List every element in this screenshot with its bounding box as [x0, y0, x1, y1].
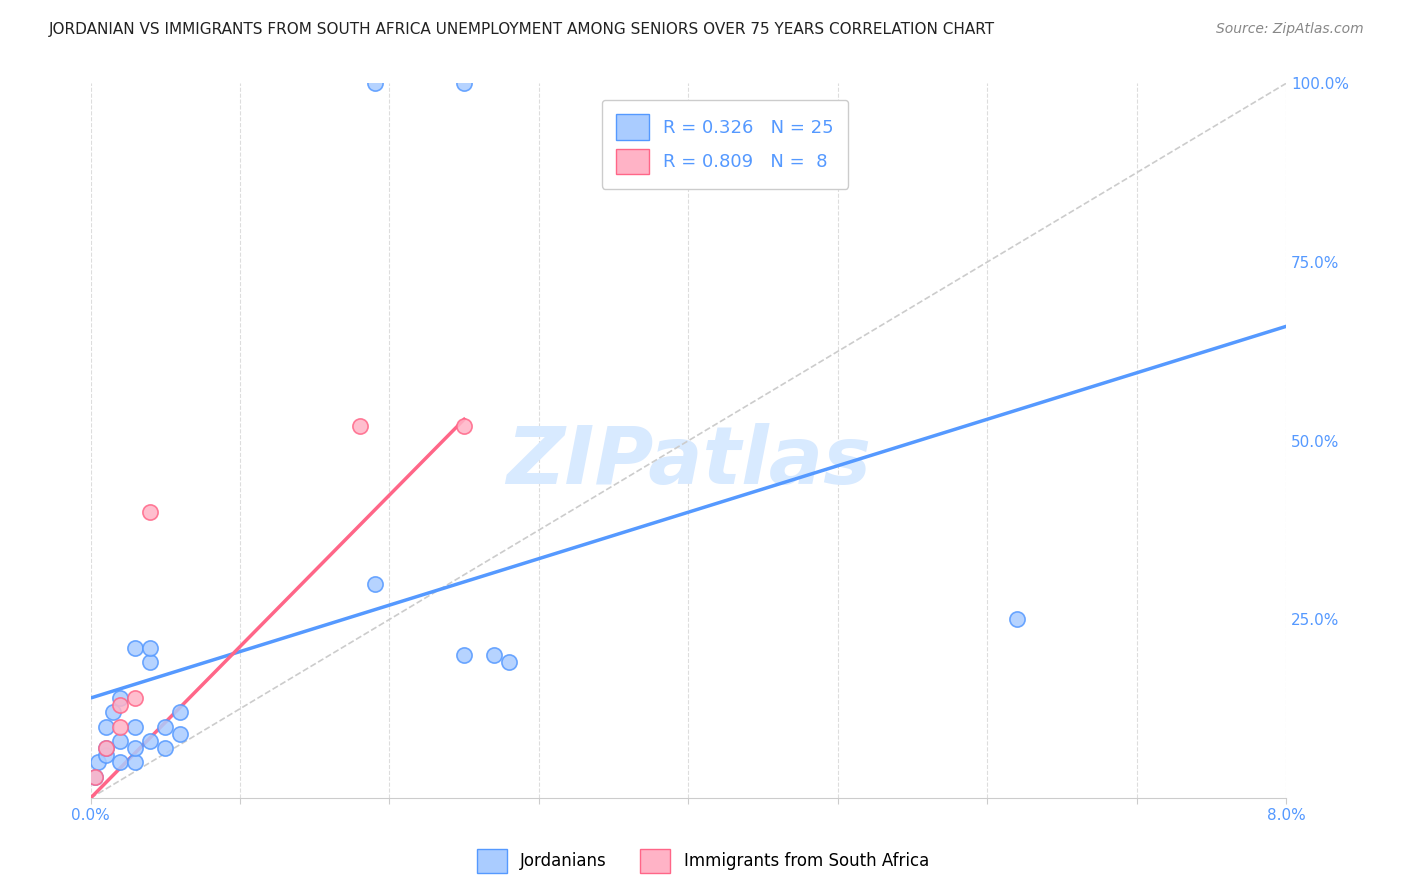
Point [349, 419, 371, 434]
Point [110, 734, 132, 748]
Point [124, 720, 146, 734]
Legend: R = 0.326   N = 25, R = 0.809   N =  8: R = 0.326 N = 25, R = 0.809 N = 8 [602, 100, 848, 188]
Point [110, 720, 132, 734]
Point [124, 691, 146, 706]
Point [94, 748, 117, 763]
Point [94, 741, 117, 756]
Point [87, 756, 110, 770]
Point [498, 655, 520, 669]
Point [124, 640, 146, 655]
Point [169, 706, 191, 720]
Point [84, 770, 107, 784]
Point [94, 741, 117, 756]
Point [1005, 612, 1028, 626]
Point [110, 698, 132, 713]
Point [124, 756, 146, 770]
Point [482, 648, 505, 662]
Point [453, 77, 475, 91]
Point [110, 691, 132, 706]
Point [139, 655, 162, 669]
Point [94, 720, 117, 734]
Point [363, 77, 385, 91]
Point [101, 706, 124, 720]
Legend: Jordanians, Immigrants from South Africa: Jordanians, Immigrants from South Africa [471, 842, 935, 880]
Point [139, 734, 162, 748]
Point [84, 770, 107, 784]
Text: ZIPatlas: ZIPatlas [506, 423, 870, 501]
Point [453, 419, 475, 434]
Point [453, 648, 475, 662]
Point [124, 741, 146, 756]
Point [139, 640, 162, 655]
Text: Source: ZipAtlas.com: Source: ZipAtlas.com [1216, 22, 1364, 37]
Point [139, 505, 162, 519]
Point [110, 756, 132, 770]
Point [169, 727, 191, 741]
Point [155, 720, 177, 734]
Point [155, 741, 177, 756]
Text: JORDANIAN VS IMMIGRANTS FROM SOUTH AFRICA UNEMPLOYMENT AMONG SENIORS OVER 75 YEA: JORDANIAN VS IMMIGRANTS FROM SOUTH AFRIC… [49, 22, 995, 37]
Point [363, 576, 385, 591]
